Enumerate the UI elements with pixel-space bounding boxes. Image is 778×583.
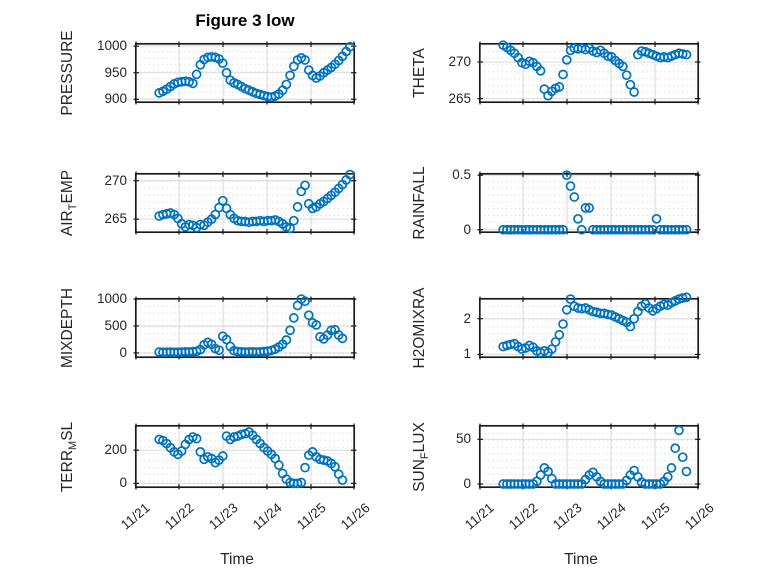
x-tick-label: 11/22	[505, 500, 541, 533]
y-tick-label: 1000	[96, 38, 127, 54]
y-axis-label-part: M	[67, 440, 79, 450]
major-grid	[480, 174, 698, 232]
y-tick-label: 265	[104, 211, 127, 227]
figure-title: Figure 3 low	[195, 11, 295, 30]
y-axis-label-part: THETA	[411, 48, 428, 98]
y-tick-label: 500	[104, 317, 127, 333]
x-tick-label: 11/25	[637, 500, 673, 533]
x-tick-label: 11/21	[461, 500, 497, 533]
y-tick-label: 0	[119, 344, 127, 360]
plot-area-terr-msl	[133, 423, 357, 490]
plot-area-rainfall	[477, 170, 701, 235]
scatter-series-air-temp	[154, 169, 355, 234]
x-axis-label-right: Time	[564, 551, 598, 568]
y-axis-label-part: LUX	[411, 421, 428, 452]
axes-box	[478, 424, 700, 489]
plot-area-air-temp	[133, 169, 357, 235]
y-axis-label-part: F	[419, 451, 431, 459]
plot-area-sun-flux	[477, 423, 701, 490]
x-tick-label: 11/24	[249, 500, 285, 533]
scatter-series-rainfall	[498, 170, 692, 235]
y-axis-label-part: TERR	[59, 449, 76, 492]
major-grid	[480, 299, 698, 357]
y-tick-label: 270	[104, 172, 127, 188]
y-tick-label: 950	[104, 64, 127, 80]
y-tick-label: 900	[104, 91, 127, 107]
y-tick-label: 1000	[96, 291, 127, 307]
minor-grid	[481, 175, 697, 231]
scatter-series-terr-msl	[154, 427, 348, 489]
axes-box	[134, 172, 356, 234]
axes-box	[134, 297, 356, 359]
scatter-series-theta	[498, 40, 692, 101]
x-tick-label: 11/23	[205, 500, 241, 533]
y-tick-label: 270	[448, 54, 471, 70]
x-tick-label: 11/22	[161, 500, 197, 533]
scatter-series-mixdepth	[154, 294, 348, 358]
y-tick-label: 0	[463, 475, 471, 491]
x-tick-label: 11/21	[117, 500, 153, 533]
y-axis-label-part: SUN	[411, 458, 428, 492]
y-tick-label: 265	[448, 90, 471, 106]
x-tick-label: 11/25	[293, 500, 329, 533]
tick-marks	[133, 423, 357, 490]
major-grid	[136, 426, 354, 487]
tick-marks	[477, 41, 701, 105]
x-tick-label: 11/26	[337, 500, 373, 533]
x-tick-label: 11/23	[549, 500, 585, 533]
scatter-series-sun-flux	[498, 425, 692, 489]
y-axis-label-part: SL	[59, 421, 76, 441]
y-axis-label-sun-flux: SUNFLUX	[410, 357, 431, 557]
axes-box	[134, 424, 356, 489]
tick-marks	[133, 296, 357, 360]
y-tick-label: 0	[463, 221, 471, 237]
y-axis-label-terr-msl: TERRMSL	[58, 357, 79, 557]
x-tick-label: 11/24	[593, 500, 629, 533]
y-tick-label: 50	[455, 431, 471, 447]
x-tick-label: 11/26	[681, 500, 717, 533]
plot-area-pressure	[133, 41, 357, 105]
y-tick-label: 2	[463, 310, 471, 326]
y-tick-label: 200	[104, 442, 127, 458]
minor-grid	[137, 300, 353, 356]
axes-box	[478, 297, 700, 359]
minor-grid	[481, 427, 697, 486]
plot-area-h2omixra	[477, 292, 701, 360]
y-tick-label: 0	[119, 475, 127, 491]
y-tick-label: 1	[463, 346, 471, 362]
scatter-series-pressure	[154, 41, 355, 103]
y-axis-label-part: EMP	[59, 169, 76, 204]
scatter-series-h2omixra	[498, 292, 692, 358]
x-axis-label-left: Time	[220, 551, 254, 568]
y-axis-label-part: T	[67, 203, 79, 211]
tick-marks	[477, 423, 701, 490]
plot-area-mixdepth	[133, 294, 357, 360]
y-tick-label: 0.5	[452, 167, 471, 183]
plot-area-theta	[477, 40, 701, 105]
